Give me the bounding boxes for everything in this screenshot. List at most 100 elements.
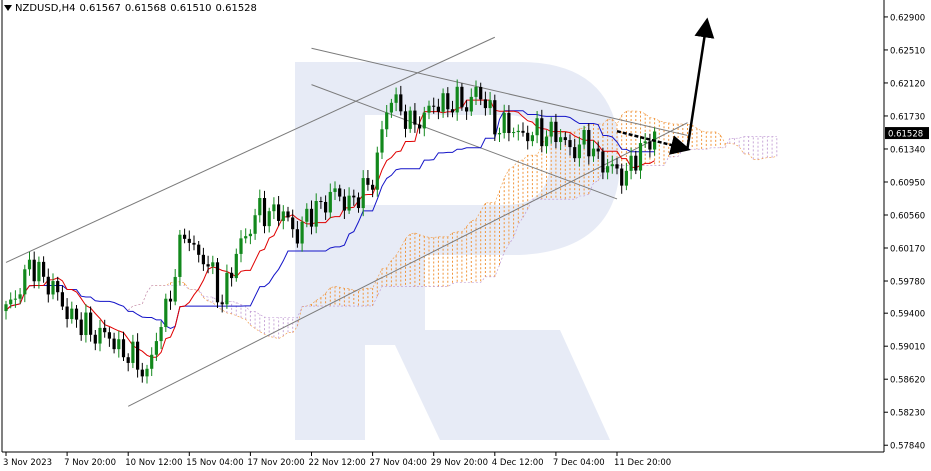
candle-body <box>272 204 276 212</box>
candle-body <box>385 112 389 130</box>
time-tick-label: 4 Dec 12:00 <box>492 458 544 468</box>
candle-body <box>4 304 8 312</box>
candle-body <box>389 102 393 113</box>
candle-body <box>201 254 205 265</box>
candle-body <box>206 264 210 267</box>
candlesticks <box>4 79 657 384</box>
candle-body <box>230 272 234 279</box>
candle-body <box>183 234 187 239</box>
candle-body <box>624 170 628 186</box>
candle-body <box>408 110 412 129</box>
candle-body <box>352 195 356 198</box>
time-tick-label: 7 Dec 04:00 <box>553 458 605 468</box>
candle-body <box>347 195 351 211</box>
candle-body <box>173 276 177 302</box>
candle-body <box>60 292 64 307</box>
candle-body <box>253 215 257 234</box>
candle-body <box>46 276 50 295</box>
candle-body <box>469 96 473 112</box>
candle-body <box>427 105 431 113</box>
candle-body <box>112 338 116 350</box>
candle-body <box>483 99 487 109</box>
candle-body <box>399 94 403 112</box>
candle-body <box>573 147 577 159</box>
current-price-label: 0.61528 <box>888 130 923 140</box>
candle-body <box>239 238 243 254</box>
candle-body <box>634 155 638 171</box>
candle-body <box>563 137 567 141</box>
candle-body <box>521 130 525 133</box>
candle-body <box>606 166 610 173</box>
candle-body <box>154 341 158 355</box>
candle-body <box>305 208 309 222</box>
candle-body <box>140 369 144 377</box>
candle-body <box>474 86 478 97</box>
candle-body <box>65 306 69 320</box>
close-value: 0.61528 <box>215 3 257 14</box>
candle-body <box>554 121 558 143</box>
candle-body <box>601 151 605 173</box>
candle-body <box>549 121 553 137</box>
candle-body <box>178 234 182 277</box>
candle-body <box>262 198 267 227</box>
candle-body <box>117 339 121 350</box>
candle-body <box>215 262 220 303</box>
rising-channel-upper <box>5 36 496 263</box>
candle-body <box>197 244 201 255</box>
candle-body <box>291 217 295 230</box>
rising-channel-lower <box>127 122 688 407</box>
price-tick-label: 0.61340 <box>890 145 925 155</box>
candle-body <box>587 129 591 157</box>
time-tick-label: 10 Nov 12:00 <box>125 458 182 468</box>
candle-body <box>89 312 93 335</box>
candle-body <box>324 201 328 213</box>
candle-body <box>258 198 262 216</box>
price-tick-label: 0.59400 <box>890 310 925 320</box>
candle-body <box>356 197 361 209</box>
candle-body <box>84 312 88 336</box>
candle-body <box>629 155 633 171</box>
candle-body <box>164 298 168 328</box>
candle-body <box>577 144 581 159</box>
candle-body <box>422 112 426 129</box>
candle-body <box>244 236 248 239</box>
candle-body <box>512 132 516 134</box>
candle-body <box>281 211 285 221</box>
candle-body <box>56 281 60 293</box>
candle-body <box>371 184 375 190</box>
candle-body <box>70 308 74 320</box>
candle-body <box>187 238 191 243</box>
candle-body <box>568 140 572 148</box>
candle-body <box>93 334 97 344</box>
candle-body <box>145 368 149 377</box>
candle-body <box>211 262 215 267</box>
candle-body <box>507 112 511 134</box>
candle-body <box>107 332 111 339</box>
falling-channel-lower <box>311 84 618 200</box>
target-arrow <box>686 17 715 149</box>
candle-body <box>131 341 135 363</box>
candle-body <box>615 164 619 169</box>
time-tick-label: 7 Nov 20:00 <box>64 458 116 468</box>
price-tick-label: 0.61730 <box>890 112 925 122</box>
price-tick-label: 0.58620 <box>890 376 925 386</box>
candle-body <box>488 100 492 109</box>
price-tick-label: 0.59780 <box>890 278 925 288</box>
time-tick-label: 27 Nov 04:00 <box>370 458 427 468</box>
price-tick-label: 0.60560 <box>890 211 925 221</box>
candle-body <box>502 112 506 133</box>
symbol-label: NZDUSD,H4 <box>15 3 76 14</box>
candle-body <box>366 178 370 185</box>
candle-body <box>535 118 539 136</box>
candle-body <box>27 259 32 270</box>
price-tick-label: 0.60170 <box>890 245 925 255</box>
candle-body <box>300 221 304 244</box>
candle-body <box>277 204 281 221</box>
candle-body <box>432 105 436 107</box>
candle-body <box>465 107 469 112</box>
candle-body <box>516 130 520 133</box>
candle-body <box>328 191 332 213</box>
